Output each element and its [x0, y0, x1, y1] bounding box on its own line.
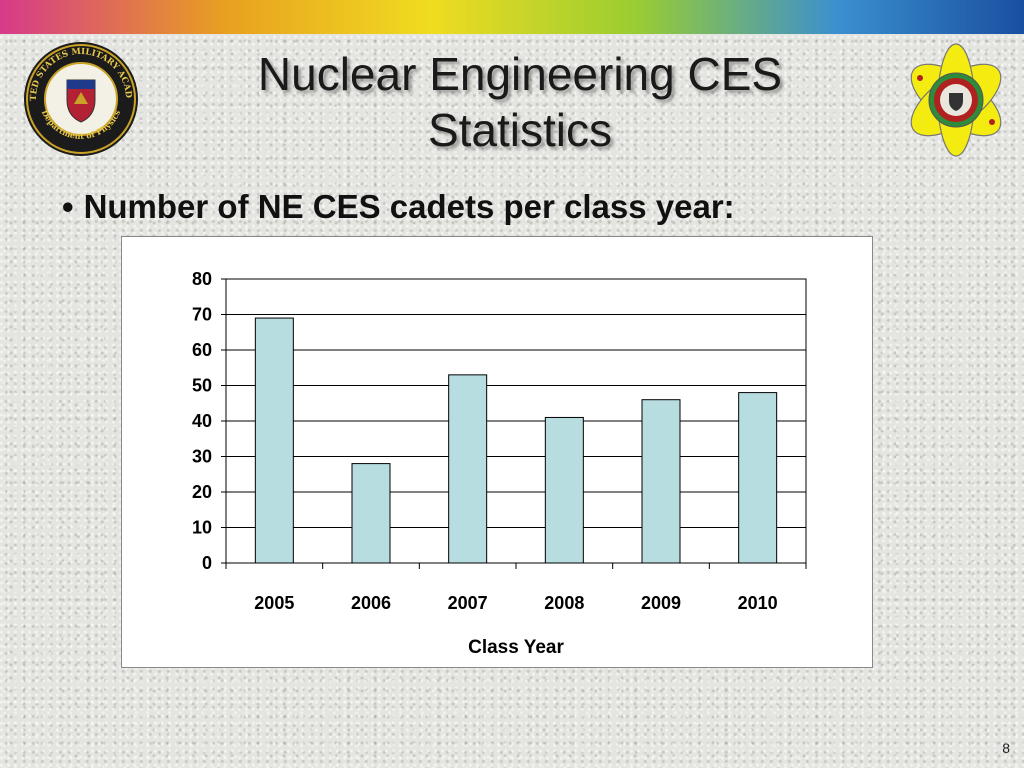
- x-tick-label: 2007: [448, 593, 488, 613]
- y-tick-label: 60: [192, 340, 212, 360]
- x-tick-label: 2006: [351, 593, 391, 613]
- top-color-bar: [0, 0, 1024, 34]
- bar-2008: [544, 416, 584, 564]
- y-tick-label: 50: [192, 376, 212, 396]
- bar-2010: [738, 392, 778, 564]
- bar-2009: [641, 399, 681, 564]
- bullet-text: Number of NE CES cadets per class year:: [83, 188, 735, 225]
- bar-chart-svg: 0 10 20 30 40 50 60 70 80 2005 2006 2007 2008 2009 201…: [192, 269, 807, 658]
- y-tick-label: 20: [192, 482, 212, 502]
- x-tick-label: 2010: [738, 593, 778, 613]
- x-axis-label: Class Year: [468, 637, 564, 658]
- page-number: 8: [1002, 740, 1010, 756]
- slide-title: Nuclear Engineering CES Statistics: [180, 46, 860, 158]
- x-tick-label: 2009: [641, 593, 681, 613]
- slide-title-line2: Statistics: [427, 104, 613, 156]
- bar-chart: 0 10 20 30 40 50 60 70 80 2005 2006 2007 2008 2009 201…: [121, 236, 873, 668]
- x-tick-label: 2005: [254, 593, 294, 613]
- y-tick-label: 80: [192, 269, 212, 289]
- bar-2006: [351, 463, 391, 564]
- usma-seal-icon: UNITED STATES MILITARY ACADEMY Departmen…: [22, 40, 138, 156]
- atom-emblem-icon: [910, 43, 1002, 157]
- y-tick-label: 70: [192, 305, 212, 325]
- y-tick-label: 10: [192, 518, 212, 538]
- x-tick-label: 2008: [544, 593, 584, 613]
- bar-2007: [448, 374, 488, 564]
- y-tick-label: 0: [202, 553, 212, 573]
- y-tick-label: 30: [192, 447, 212, 467]
- bar-2005: [254, 317, 294, 564]
- slide-title-line1: Nuclear Engineering CES: [257, 48, 783, 100]
- y-tick-label: 40: [192, 411, 212, 431]
- bullet-marker: •: [62, 188, 74, 225]
- bullet-point: • Number of NE CES cadets per class year:: [62, 188, 735, 226]
